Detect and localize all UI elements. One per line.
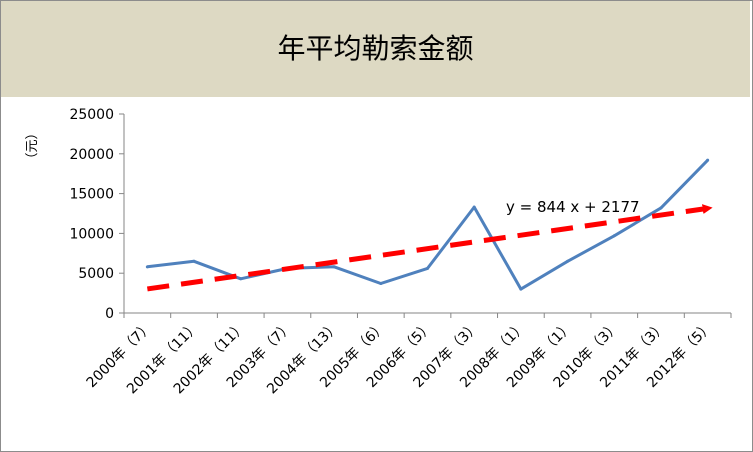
axes bbox=[123, 114, 731, 314]
trendline bbox=[146, 204, 713, 292]
data-point bbox=[332, 265, 336, 269]
data-point bbox=[145, 265, 149, 269]
data-point bbox=[426, 266, 429, 270]
y-tick-label: 20000 bbox=[69, 147, 114, 163]
data-point bbox=[379, 282, 383, 286]
y-tick-label: 10000 bbox=[69, 226, 114, 242]
y-tick-label: 0 bbox=[105, 306, 114, 322]
data-point bbox=[612, 234, 616, 238]
data-point bbox=[472, 205, 476, 209]
trendline-layer bbox=[146, 204, 713, 292]
data-point bbox=[192, 259, 196, 263]
title-band: 年平均勒索金额 bbox=[1, 1, 750, 97]
y-tick-labels: 0 5000 10000 15000 20000 25000 bbox=[69, 107, 124, 322]
data-point bbox=[519, 287, 523, 291]
y-tick-label: 5000 bbox=[78, 266, 114, 282]
y-tick-label: 25000 bbox=[69, 107, 114, 123]
x-tick-labels: 2000年（7）2001年（11）2002年（11）2003年（7）2004年（… bbox=[84, 313, 732, 397]
data-point bbox=[566, 259, 570, 263]
y-tick-label: 15000 bbox=[69, 187, 114, 203]
y-axis-label-group: （元） bbox=[25, 126, 40, 165]
trendline-equation: y = 844 x + 2177 bbox=[506, 198, 640, 216]
chart-title: 年平均勒索金额 bbox=[277, 32, 474, 65]
annotation-layer: y = 844 x + 2177 bbox=[506, 198, 640, 216]
data-point bbox=[659, 206, 663, 210]
data-point bbox=[706, 158, 710, 162]
data-point bbox=[239, 277, 243, 281]
y-axis-label: （元） bbox=[25, 126, 40, 165]
series-layer bbox=[145, 158, 710, 291]
